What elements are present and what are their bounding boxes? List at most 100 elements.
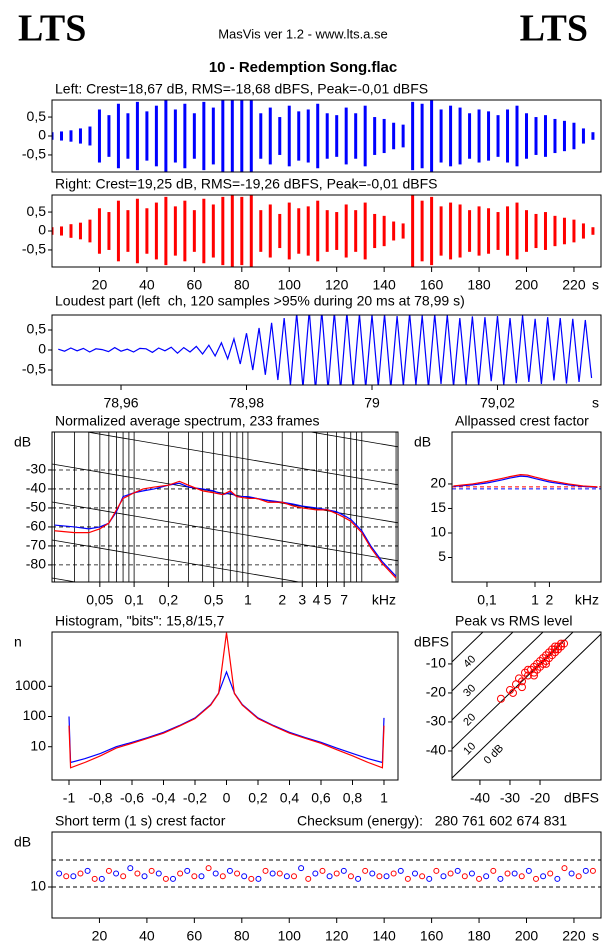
data-point (212, 870, 219, 877)
data-point (476, 875, 483, 882)
data-point (191, 873, 198, 880)
x-tick-label: 200 (515, 928, 539, 944)
data-point (362, 867, 369, 874)
x-tick-label: 100 (278, 277, 302, 293)
x-tick-label: 79 (364, 395, 380, 411)
panel-title: Normalized average spectrum, 233 frames (55, 413, 320, 429)
logo-left: LTS (18, 8, 86, 50)
data-point (589, 867, 596, 874)
data-line (68, 670, 385, 764)
y-axis-label: dB (414, 434, 431, 450)
data-point (560, 639, 569, 648)
y-axis-label: dB (14, 834, 31, 850)
x-axis-label: s (592, 395, 599, 411)
x-tick-label: 220 (562, 277, 586, 293)
data-point (127, 865, 134, 872)
x-tick-label: 0,8 (343, 790, 363, 806)
x-tick-label: 160 (420, 928, 444, 944)
panel-title: Peak vs RMS level (455, 613, 572, 629)
x-tick-label: 60 (187, 928, 203, 944)
x-tick-label: -30 (500, 790, 520, 806)
x-tick-label: 220 (562, 928, 586, 944)
x-tick-label: 140 (372, 928, 396, 944)
data-point (148, 867, 155, 874)
data-point (483, 873, 490, 880)
x-tick-label: 0,1 (124, 592, 144, 608)
x-axis-label: s (592, 928, 599, 944)
data-point (120, 873, 127, 880)
data-point (542, 659, 551, 668)
panel-title: Loudest part (left ch, 120 samples >95% … (55, 293, 465, 309)
x-tick-label: 3 (298, 592, 306, 608)
slope-line (84, 432, 398, 486)
x-tick-label: 79,02 (480, 395, 515, 411)
x-tick-label: 2 (546, 592, 554, 608)
data-point (468, 870, 475, 877)
y-tick-label: -20 (426, 684, 446, 700)
crest-diagonal (452, 633, 601, 779)
axes-frame (51, 831, 602, 919)
logo-right: LTS (520, 8, 588, 50)
x-axis-label: dBFS (564, 790, 599, 806)
data-point (419, 873, 426, 880)
x-tick-label: 4 (313, 592, 321, 608)
data-point (490, 867, 497, 874)
y-tick-label: 0 (38, 222, 46, 238)
y-tick-label: -60 (26, 518, 46, 534)
x-axis-label: s (592, 277, 599, 293)
x-tick-label: 180 (467, 277, 491, 293)
data-point (255, 875, 262, 882)
data-point (91, 875, 98, 882)
data-point (557, 639, 566, 648)
x-tick-label: 78,96 (103, 395, 138, 411)
data-line (453, 475, 598, 488)
data-point (198, 873, 205, 880)
data-point (134, 870, 141, 877)
data-point (56, 870, 63, 877)
panel: Loudest part (left ch, 120 samples >95% … (22, 293, 602, 411)
y-tick-label: -70 (26, 537, 46, 553)
data-point (177, 870, 184, 877)
x-tick-label: 100 (278, 928, 302, 944)
panel: Right: Crest=19,25 dB, RMS=-19,26 dBFS, … (22, 176, 602, 293)
y-axis-label: dB (14, 434, 31, 450)
data-point (241, 873, 248, 880)
x-tick-label: 78,98 (229, 395, 264, 411)
data-point (426, 875, 433, 882)
data-point (383, 873, 390, 880)
x-tick-label: 0,05 (86, 592, 113, 608)
y-tick-label: -40 (426, 742, 446, 758)
axes-frame (451, 631, 602, 781)
panel-title: Allpassed crest factor (455, 413, 589, 429)
data-point (518, 873, 525, 880)
y-tick-label: -50 (26, 499, 46, 515)
data-point (561, 865, 568, 872)
data-point (276, 870, 283, 877)
y-tick-label: 100 (23, 707, 47, 723)
plot-area (52, 859, 601, 888)
x-tick-label: 1 (531, 592, 539, 608)
y-tick-label: -10 (426, 655, 446, 671)
data-point (461, 873, 468, 880)
x-axis-label: kHz (372, 592, 396, 608)
data-point (269, 870, 276, 877)
x-tick-label: 20 (92, 928, 108, 944)
x-tick-label: 0,2 (248, 790, 268, 806)
data-point (105, 867, 112, 874)
data-point (376, 873, 383, 880)
data-point (454, 867, 461, 874)
data-point (333, 870, 340, 877)
panel: Left: Crest=18,67 dB, RMS=-18,68 dBFS, P… (22, 81, 602, 173)
axes-frame (51, 431, 399, 583)
panel-title: Left: Crest=18,67 dB, RMS=-18,68 dBFS, P… (55, 81, 428, 97)
x-tick-label: 60 (187, 277, 203, 293)
y-tick-label: -80 (26, 556, 46, 572)
data-point (530, 671, 539, 680)
crest-diagonal (452, 632, 514, 692)
plot-area (52, 432, 398, 582)
y-tick-label: 0 (38, 127, 46, 143)
data-point (326, 873, 333, 880)
x-tick-label: 0,6 (311, 790, 331, 806)
